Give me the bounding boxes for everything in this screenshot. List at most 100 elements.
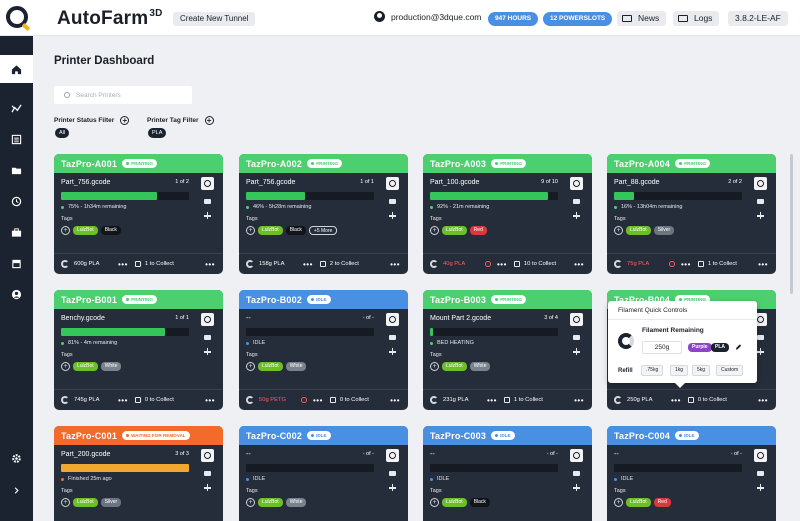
filament-amount[interactable]: 50g PETG	[259, 397, 287, 403]
filament-amount[interactable]: 158g PLA	[259, 261, 285, 267]
tag-chip[interactable]: Silver	[653, 226, 675, 235]
printer-card[interactable]: TazPro-C002 IDLE -- - of - IDLE Tags + LulzBot W…	[239, 426, 408, 521]
card-more-icon[interactable]: •••	[390, 259, 400, 269]
filament-amount[interactable]: 231g PLA	[443, 397, 469, 403]
filament-amount-input[interactable]: 250g	[642, 341, 682, 354]
camera-icon[interactable]	[388, 199, 396, 204]
filament-more-icon[interactable]: •••	[681, 259, 691, 269]
filament-spool-icon[interactable]	[430, 260, 438, 268]
account-icon[interactable]	[0, 280, 33, 308]
camera-icon[interactable]	[203, 471, 211, 476]
camera-icon[interactable]	[572, 471, 580, 476]
filament-spool-icon[interactable]	[61, 260, 69, 268]
news-button[interactable]: News	[617, 11, 667, 26]
printer-card[interactable]: TazPro-B002 IDLE -- - of - IDLE Tags + LulzBot W…	[239, 290, 408, 410]
card-more-icon[interactable]: •••	[390, 395, 400, 405]
gcode-file-name[interactable]: Part_200.gcode	[61, 451, 111, 458]
camera-icon[interactable]	[203, 199, 211, 204]
tag-chip[interactable]: Red	[469, 226, 487, 235]
printer-settings-gear-icon[interactable]	[385, 449, 399, 462]
move-controls-icon[interactable]	[203, 484, 211, 491]
printer-card-header[interactable]: TazPro-A001 PRINTING	[54, 154, 223, 173]
search-box[interactable]	[54, 86, 192, 104]
filament-more-icon[interactable]: •••	[487, 395, 497, 405]
filament-more-icon[interactable]: •••	[497, 259, 507, 269]
tag-chip[interactable]: Red	[653, 498, 671, 507]
printer-card[interactable]: TazPro-C001 WAITING FOR REMOVAL Part_200.g…	[54, 426, 223, 521]
card-more-icon[interactable]: •••	[574, 395, 584, 405]
move-controls-icon[interactable]	[756, 348, 764, 355]
printer-card[interactable]: TazPro-C003 IDLE -- - of - IDLE Tags + LulzBot B…	[423, 426, 592, 521]
move-controls-icon[interactable]	[572, 212, 580, 219]
refill-1kg-button[interactable]: 1kg	[670, 365, 689, 376]
add-tag-icon[interactable]: +	[61, 498, 70, 507]
filament-amount[interactable]: 600g PLA	[74, 261, 100, 267]
printer-card-header[interactable]: TazPro-A002 PRINTING	[239, 154, 408, 173]
store-icon[interactable]	[0, 249, 33, 277]
card-more-icon[interactable]: •••	[758, 259, 768, 269]
tag-chip[interactable]: LulzBot	[442, 362, 467, 371]
add-tag-icon[interactable]: +	[61, 226, 70, 235]
gcode-file-name[interactable]: --	[614, 451, 619, 458]
tag-chip[interactable]: +5 More	[308, 226, 338, 235]
autofarm-logo-icon[interactable]	[6, 6, 28, 28]
analytics-icon[interactable]	[0, 94, 33, 122]
add-tag-filter-icon[interactable]: +	[204, 116, 214, 125]
printer-card[interactable]: TazPro-B003 PRINTING Mount Part 2.gcode 3 o…	[423, 290, 592, 410]
move-controls-icon[interactable]	[388, 484, 396, 491]
move-controls-icon[interactable]	[388, 212, 396, 219]
printer-settings-gear-icon[interactable]	[200, 313, 214, 326]
printer-card[interactable]: TazPro-B001 PRINTING Benchy.gcode 1 of 1 81%…	[54, 290, 223, 410]
create-new-tunnel-button[interactable]: Create New Tunnel	[173, 12, 256, 26]
tag-chip[interactable]: LulzBot	[73, 362, 98, 371]
card-more-icon[interactable]: •••	[205, 395, 215, 405]
gcode-file-name[interactable]: Mount Part 2.gcode	[430, 315, 492, 322]
camera-icon[interactable]	[756, 471, 764, 476]
list-icon[interactable]	[0, 125, 33, 153]
gcode-file-name[interactable]: Part_756.gcode	[246, 179, 296, 186]
filament-more-icon[interactable]: •••	[118, 259, 128, 269]
printer-card[interactable]: TazPro-A004 PRINTING Part_88.gcode 2 of 2 16…	[607, 154, 776, 274]
tag-chip[interactable]: LulzBot	[626, 498, 651, 507]
add-tag-icon[interactable]: +	[614, 226, 623, 235]
add-tag-icon[interactable]: +	[430, 498, 439, 507]
tag-chip[interactable]: LulzBot	[73, 498, 98, 507]
filament-more-icon[interactable]: •••	[303, 259, 313, 269]
filament-amount[interactable]: 250g PLA	[627, 397, 653, 403]
printer-card[interactable]: TazPro-A001 PRINTING Part_756.gcode 1 of 2 7…	[54, 154, 223, 274]
printer-card-header[interactable]: TazPro-C003 IDLE	[423, 426, 592, 445]
tag-chip[interactable]: White	[469, 362, 491, 371]
move-controls-icon[interactable]	[572, 348, 580, 355]
filament-more-icon[interactable]: •••	[671, 395, 681, 405]
card-more-icon[interactable]: •••	[758, 395, 768, 405]
printer-card-header[interactable]: TazPro-A004 PRINTING	[607, 154, 776, 173]
camera-icon[interactable]	[388, 471, 396, 476]
toolbox-icon[interactable]	[0, 218, 33, 246]
add-tag-icon[interactable]: +	[246, 498, 255, 507]
printer-card-header[interactable]: TazPro-B001 PRINTING	[54, 290, 223, 309]
tag-chip[interactable]: White	[285, 498, 307, 507]
card-more-icon[interactable]: •••	[574, 259, 584, 269]
gcode-file-name[interactable]: Part_756.gcode	[61, 179, 111, 186]
filament-amount[interactable]: 75g PLA	[627, 261, 650, 267]
printer-card-header[interactable]: TazPro-C004 IDLE	[607, 426, 776, 445]
collect-count[interactable]: 10 to Collect	[513, 261, 556, 267]
tag-chip[interactable]: Silver	[100, 498, 122, 507]
refill-custom-button[interactable]: Custom	[716, 365, 744, 376]
printer-card[interactable]: TazPro-A002 PRINTING Part_756.gcode 1 of 1 4…	[239, 154, 408, 274]
tag-chip[interactable]: LulzBot	[258, 498, 283, 507]
collect-count[interactable]: 1 to Collect	[134, 261, 174, 267]
move-controls-icon[interactable]	[756, 212, 764, 219]
gcode-file-name[interactable]: Part_100.gcode	[430, 179, 480, 186]
refill-075kg-button[interactable]: .75kg	[641, 365, 664, 376]
printer-settings-gear-icon[interactable]	[753, 449, 767, 462]
camera-icon[interactable]	[572, 199, 580, 204]
filament-more-icon[interactable]: •••	[313, 395, 323, 405]
collect-count[interactable]: 0 to Collect	[329, 397, 369, 403]
tag-chip[interactable]: Black	[285, 226, 306, 235]
printer-card-header[interactable]: TazPro-B003 PRINTING	[423, 290, 592, 309]
expand-icon[interactable]	[0, 476, 33, 504]
tag-chip[interactable]: White	[285, 362, 307, 371]
printer-card-header[interactable]: TazPro-A003 PRINTING	[423, 154, 592, 173]
printer-settings-gear-icon[interactable]	[753, 177, 767, 190]
